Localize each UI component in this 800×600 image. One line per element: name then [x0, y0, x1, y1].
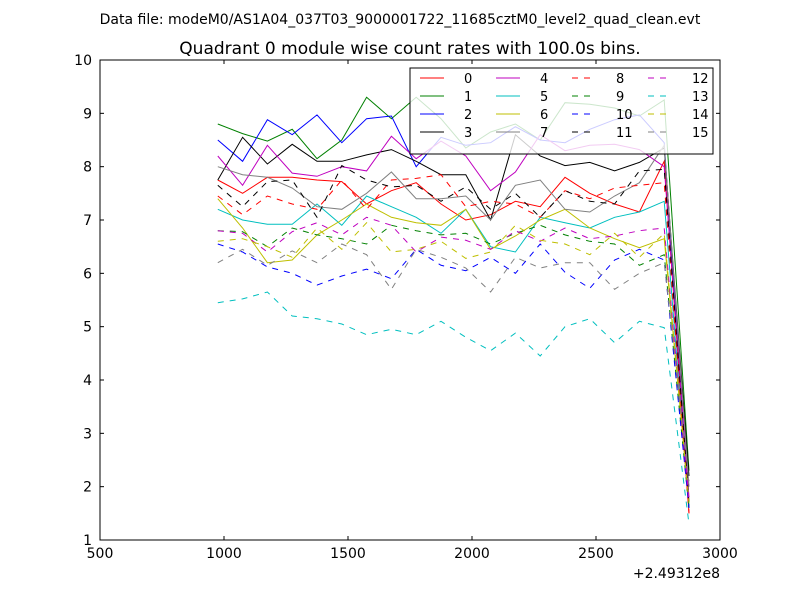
x-axis-offset-label: +2.49312e8	[633, 566, 720, 582]
legend-label-6: 6	[540, 108, 548, 123]
legend-label-8: 8	[616, 72, 624, 87]
series-line-6	[217, 198, 690, 503]
x-tick-label: 1000	[206, 546, 242, 562]
series-line-10	[217, 243, 690, 509]
y-tick-label: 3	[83, 426, 92, 442]
x-tick-label: 3000	[702, 546, 738, 562]
x-tick-label: 500	[87, 546, 114, 562]
y-tick-label: 4	[83, 373, 92, 389]
x-tick-label: 2000	[454, 546, 490, 562]
legend-label-13: 13	[692, 90, 709, 105]
series-line-7	[217, 143, 690, 487]
figure-suptitle: Data file: modeM0/AS1A04_037T03_90000017…	[100, 12, 701, 28]
y-tick-label: 8	[83, 160, 92, 176]
series-line-5	[217, 195, 690, 509]
y-tick-label: 2	[83, 480, 92, 496]
legend-label-11: 11	[616, 126, 633, 141]
x-tick-label: 2500	[578, 546, 614, 562]
series-line-8	[217, 174, 690, 514]
series-line-13	[217, 291, 690, 525]
series-line-9	[217, 224, 690, 509]
series-line-14	[217, 221, 690, 503]
legend-label-15: 15	[692, 126, 709, 141]
legend-label-4: 4	[540, 72, 548, 87]
y-tick-label: 10	[74, 53, 92, 69]
series-line-4	[217, 134, 690, 498]
legend-label-1: 1	[464, 90, 472, 105]
series-line-3	[217, 133, 690, 477]
series-line-11	[217, 164, 690, 503]
series-line-15	[217, 243, 690, 482]
legend-label-14: 14	[692, 108, 709, 123]
y-tick-label: 6	[83, 266, 92, 282]
plot-lines	[217, 96, 690, 525]
legend-label-5: 5	[540, 90, 548, 105]
x-axis: 500 1000 1500 2000 2500 3000	[87, 60, 738, 562]
legend-label-2: 2	[464, 108, 472, 123]
y-tick-label: 7	[83, 213, 92, 229]
legend-label-7: 7	[540, 126, 548, 141]
series-line-2	[217, 114, 690, 509]
legend-label-0: 0	[464, 72, 472, 87]
legend-label-10: 10	[616, 108, 633, 123]
y-tick-label: 5	[83, 320, 92, 336]
plot-frame	[99, 59, 721, 541]
series-line-12	[217, 216, 690, 503]
legend-label-9: 9	[616, 90, 624, 105]
legend-label-12: 12	[692, 72, 709, 87]
y-tick-label: 9	[83, 106, 92, 122]
chart-title: Quadrant 0 module wise count rates with …	[179, 39, 640, 59]
y-tick-label: 1	[83, 533, 92, 549]
series-line-0	[217, 159, 690, 514]
legend-label-3: 3	[464, 126, 472, 141]
legend-box	[409, 67, 714, 155]
x-tick-label: 1500	[330, 546, 366, 562]
